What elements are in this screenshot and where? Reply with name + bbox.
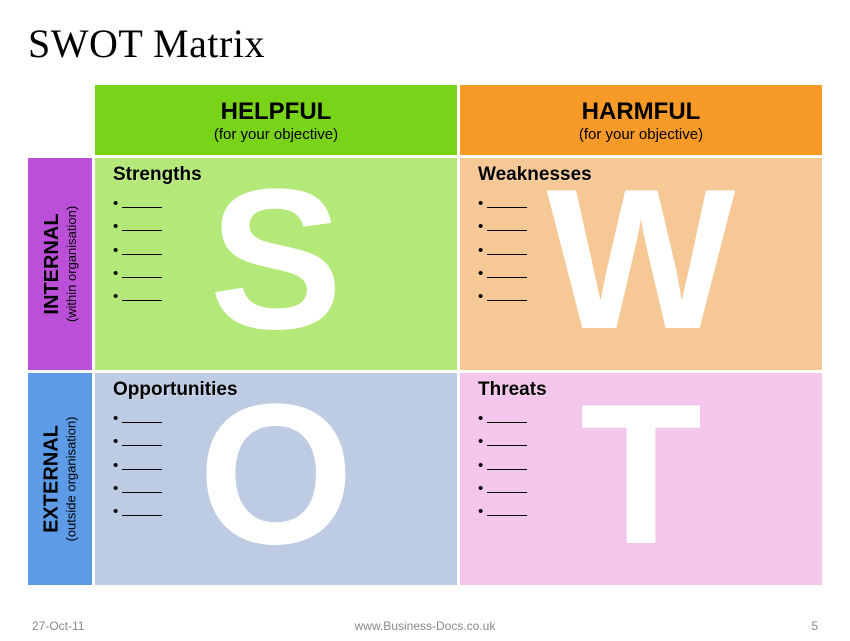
bullet-item bbox=[478, 285, 527, 308]
col-sub-harmful: (for your objective) bbox=[579, 126, 703, 143]
footer-date: 27-Oct-11 bbox=[32, 619, 84, 633]
bullet-item bbox=[113, 454, 162, 477]
col-head-harmful: HARMFUL (for your objective) bbox=[460, 85, 822, 155]
swot-matrix: HELPFUL (for your objective) HARMFUL (fo… bbox=[28, 85, 822, 585]
bullets-threats bbox=[478, 407, 527, 523]
label-threats: Threats bbox=[478, 379, 547, 401]
col-label-harmful: HARMFUL bbox=[582, 98, 701, 126]
row-label-external: EXTERNAL bbox=[41, 416, 64, 541]
row-sub-internal: (within organisation) bbox=[64, 206, 79, 322]
bullet-item bbox=[478, 192, 527, 215]
letter-o: O bbox=[198, 375, 354, 575]
label-opportunities: Opportunities bbox=[113, 379, 238, 401]
bullet-item bbox=[113, 192, 162, 215]
bullet-item bbox=[478, 477, 527, 500]
bullets-strengths bbox=[113, 192, 162, 308]
bullet-item bbox=[113, 215, 162, 238]
label-weaknesses: Weaknesses bbox=[478, 164, 592, 186]
slide: SWOT Matrix HELPFUL (for your objective)… bbox=[0, 0, 850, 641]
bullet-item bbox=[478, 454, 527, 477]
row-sub-external: (outside organisation) bbox=[64, 416, 79, 541]
letter-s: S bbox=[209, 160, 342, 360]
bullet-item bbox=[478, 407, 527, 430]
bullets-weaknesses bbox=[478, 192, 527, 308]
cell-threats: T Threats bbox=[460, 373, 822, 585]
footer-source: www.Business-Docs.co.uk bbox=[355, 619, 496, 633]
bullets-opportunities bbox=[113, 407, 162, 523]
cell-weaknesses: W Weaknesses bbox=[460, 158, 822, 370]
bullet-item bbox=[113, 285, 162, 308]
col-head-helpful: HELPFUL (for your objective) bbox=[95, 85, 457, 155]
row-label-internal: INTERNAL bbox=[41, 206, 64, 322]
page-title: SWOT Matrix bbox=[28, 20, 822, 67]
letter-w: W bbox=[547, 160, 736, 360]
footer: 27-Oct-11 www.Business-Docs.co.uk 5 bbox=[0, 619, 850, 633]
bullet-item bbox=[113, 407, 162, 430]
row-head-internal: INTERNAL (within organisation) bbox=[28, 158, 92, 370]
bullet-item bbox=[478, 215, 527, 238]
footer-page: 5 bbox=[811, 619, 818, 633]
bullet-item bbox=[478, 500, 527, 523]
row-head-external: EXTERNAL (outside organisation) bbox=[28, 373, 92, 585]
matrix-corner bbox=[28, 85, 92, 155]
col-label-helpful: HELPFUL bbox=[221, 98, 332, 126]
bullet-item bbox=[113, 430, 162, 453]
cell-opportunities: O Opportunities bbox=[95, 373, 457, 585]
col-sub-helpful: (for your objective) bbox=[214, 126, 338, 143]
cell-strengths: S Strengths bbox=[95, 158, 457, 370]
bullet-item bbox=[478, 239, 527, 262]
bullet-item bbox=[478, 262, 527, 285]
bullet-item bbox=[113, 500, 162, 523]
bullet-item bbox=[478, 430, 527, 453]
bullet-item bbox=[113, 262, 162, 285]
letter-t: T bbox=[580, 375, 702, 575]
bullet-item bbox=[113, 239, 162, 262]
bullet-item bbox=[113, 477, 162, 500]
label-strengths: Strengths bbox=[113, 164, 202, 186]
